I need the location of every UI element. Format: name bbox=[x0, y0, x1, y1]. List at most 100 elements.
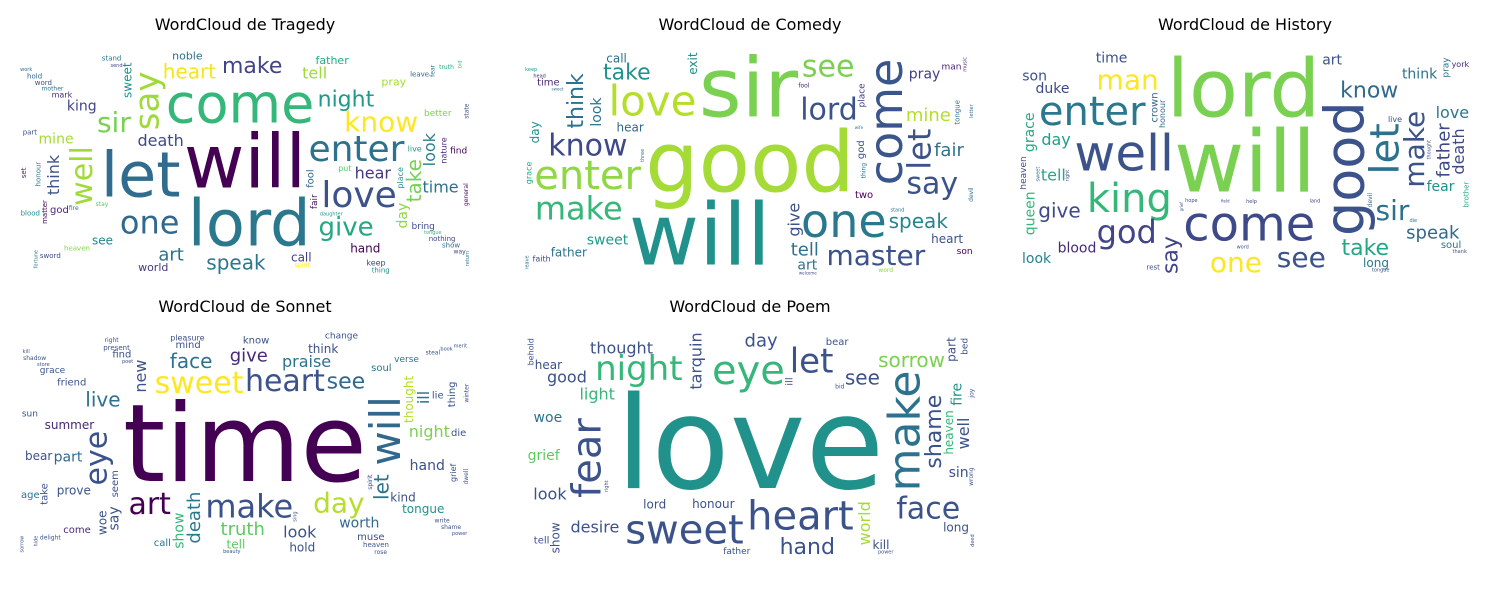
cloud-word: book bbox=[440, 346, 452, 352]
cloud-word: lie bbox=[432, 390, 444, 401]
cloud-word: behold bbox=[527, 338, 536, 365]
cloud-word: york bbox=[1452, 60, 1470, 69]
cloud-word: well bbox=[1074, 124, 1173, 182]
cloud-word: well bbox=[954, 418, 973, 450]
cloud-word: tell bbox=[791, 239, 819, 260]
cloud-word: light bbox=[579, 385, 614, 404]
cloud-word: fear bbox=[565, 418, 611, 498]
cloud-word: see bbox=[1277, 241, 1326, 274]
cloud-word: come bbox=[166, 73, 315, 136]
cloud-word: grace bbox=[525, 162, 534, 185]
cloud-word: seem bbox=[110, 470, 121, 497]
cloud-word: change bbox=[325, 332, 359, 342]
cloud-word: dwell bbox=[463, 468, 470, 484]
cloud-word: tongue bbox=[953, 100, 961, 125]
cloud-word: sweet bbox=[121, 62, 135, 98]
cloud-word: thought bbox=[402, 375, 416, 422]
cloud-word: right bbox=[604, 480, 610, 492]
cloud-word: live bbox=[408, 145, 422, 154]
cloud-word: speak bbox=[1406, 222, 1460, 243]
cloud-word: death bbox=[137, 131, 183, 150]
cloud-word: good bbox=[547, 368, 587, 387]
cloud-word: let bbox=[101, 138, 181, 211]
cloud-word: wife bbox=[855, 125, 864, 130]
cloud-word: return bbox=[465, 251, 470, 266]
cloud-word: sweet bbox=[552, 87, 564, 92]
cloud-word: bed bbox=[960, 338, 970, 355]
cloud-word: fire bbox=[69, 205, 79, 212]
cloud-word: sweet bbox=[625, 508, 743, 554]
cloud-word: time bbox=[537, 77, 560, 88]
cloud-word: soul bbox=[1441, 240, 1461, 251]
cloud-word: god bbox=[50, 205, 69, 216]
cloud-word: pray bbox=[909, 66, 941, 82]
cloud-word: show bbox=[171, 513, 187, 549]
cloud-word: day bbox=[528, 121, 542, 143]
cloud-word: night bbox=[409, 422, 450, 441]
cloud-word: father bbox=[723, 547, 750, 557]
cloud-word: let bbox=[901, 129, 939, 170]
cloud-word: know bbox=[243, 335, 269, 346]
cloud-word: exit bbox=[686, 52, 700, 75]
cloud-word: devil bbox=[968, 187, 975, 202]
cloud-word: art bbox=[158, 245, 184, 266]
cloud-word: long bbox=[943, 520, 969, 534]
panel-title: WordCloud de History bbox=[1158, 15, 1332, 34]
cloud-word: see bbox=[327, 370, 366, 395]
cloud-word: honour bbox=[692, 497, 735, 511]
cloud-word: brother bbox=[1463, 182, 1470, 208]
cloud-word: crown bbox=[1149, 92, 1160, 122]
cloud-word: see bbox=[802, 50, 855, 84]
cloud-word: fortune bbox=[34, 250, 40, 268]
cloud-word: look bbox=[1022, 251, 1052, 267]
cloud-word: heaven bbox=[363, 541, 389, 549]
cloud-word: help bbox=[1246, 199, 1257, 205]
cloud-word: eye bbox=[80, 431, 115, 486]
cloud-word: one bbox=[801, 194, 887, 248]
cloud-word: long bbox=[1363, 256, 1389, 270]
cloud-word: sorrow bbox=[20, 536, 26, 553]
cloud-word: letter bbox=[969, 103, 975, 117]
panel-sonnet: WordCloud de Sonnet time will make sweet hea… bbox=[10, 296, 480, 576]
cloud-word: kill bbox=[23, 349, 30, 355]
cloud-word: pray bbox=[1441, 57, 1451, 78]
cloud-word: day bbox=[745, 332, 778, 351]
cloud-word: word bbox=[1237, 244, 1249, 250]
cloud-word: store bbox=[37, 362, 50, 368]
cloud-word: one bbox=[120, 203, 180, 241]
cloud-word: day bbox=[1041, 130, 1070, 149]
cloud-word: sir bbox=[97, 106, 131, 139]
cloud-word: find bbox=[450, 146, 467, 156]
cloud-word: god bbox=[856, 140, 867, 159]
cloud-word: time bbox=[422, 178, 458, 197]
panel-title: WordCloud de Tragedy bbox=[154, 15, 336, 34]
cloud-word: will bbox=[361, 396, 410, 465]
cloud-word: day bbox=[313, 486, 365, 519]
cloud-word: say bbox=[107, 506, 123, 530]
cloud-word: take bbox=[603, 61, 651, 86]
cloud-word: heart bbox=[747, 494, 854, 540]
cloud-word: say bbox=[1159, 236, 1184, 274]
cloud-word: let bbox=[370, 474, 394, 500]
cloud-word: sweet bbox=[1036, 167, 1042, 182]
panel-title: WordCloud de Sonnet bbox=[158, 297, 332, 316]
panel-comedy: WordCloud de Comedy good sir will one enter l… bbox=[515, 14, 985, 294]
cloud-word: see bbox=[92, 234, 113, 248]
cloud-word: winter bbox=[464, 383, 470, 402]
panel-poem: WordCloud de Poem love make eye heart sweet f… bbox=[515, 296, 985, 576]
cloud-word: age bbox=[21, 490, 40, 501]
cloud-word: tongue bbox=[402, 502, 444, 516]
cloud-word: well bbox=[65, 146, 100, 206]
cloud-word: thought bbox=[590, 338, 653, 357]
cloud-word: desire bbox=[570, 517, 619, 536]
cloud-word: thing bbox=[372, 266, 390, 274]
panel-tragedy: WordCloud de Tragedy will lord let come ente… bbox=[10, 14, 480, 294]
cloud-word: time bbox=[1096, 50, 1128, 66]
cloud-word: son bbox=[957, 247, 973, 257]
cloud-word: thought bbox=[1426, 140, 1432, 160]
cloud-word: heaven bbox=[64, 245, 90, 253]
cloud-word: tell bbox=[534, 536, 550, 547]
cloud-word: make bbox=[222, 54, 282, 79]
cloud-word: father bbox=[1433, 123, 1454, 178]
